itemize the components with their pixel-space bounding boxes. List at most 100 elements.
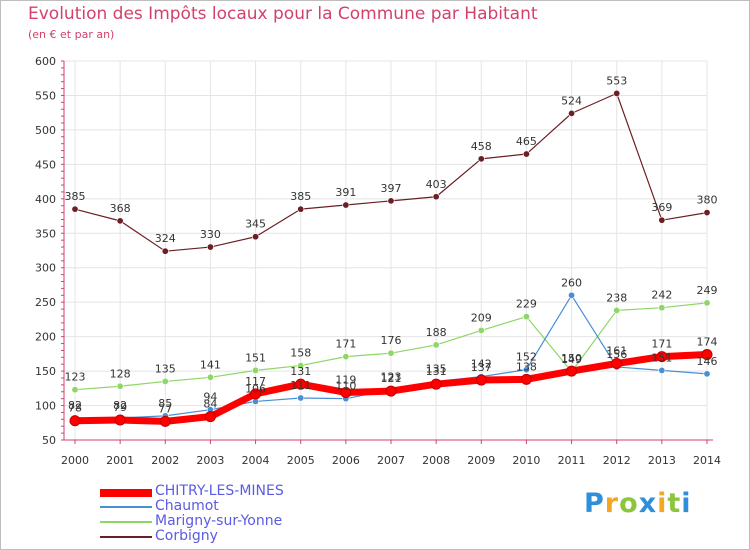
legend-label-corbigny: Corbigny <box>155 528 218 544</box>
data-label-chaumot: 94 <box>203 391 217 404</box>
y-tick-label: 350 <box>35 227 56 240</box>
data-label-chaumot: 156 <box>606 348 627 361</box>
x-tick-label: 2014 <box>693 454 721 467</box>
data-label-marigny-sur-yonne: 123 <box>65 371 86 384</box>
data-point-corbigny <box>252 233 260 241</box>
data-point-chitry-les-mines <box>340 386 352 398</box>
x-tick-label: 2012 <box>603 454 631 467</box>
data-point-chitry-les-mines <box>385 385 397 397</box>
data-label-corbigny: 391 <box>335 186 356 199</box>
data-point-marigny-sur-yonne <box>387 349 395 357</box>
data-point-chitry-les-mines <box>475 374 487 386</box>
data-label-chitry-les-mines: 150 <box>561 352 582 365</box>
data-label-chitry-les-mines: 171 <box>651 338 672 351</box>
data-label-marigny-sur-yonne: 135 <box>155 362 176 375</box>
y-tick-label: 600 <box>35 55 56 68</box>
data-label-marigny-sur-yonne: 188 <box>426 326 447 339</box>
data-point-marigny-sur-yonne <box>342 353 350 361</box>
data-label-corbigny: 368 <box>110 202 131 215</box>
data-label-marigny-sur-yonne: 128 <box>110 367 131 380</box>
data-label-chitry-les-mines: 161 <box>606 345 627 358</box>
data-label-chaumot: 146 <box>697 355 718 368</box>
data-point-chitry-les-mines <box>159 415 171 427</box>
data-label-chaumot: 151 <box>651 351 672 364</box>
data-label-chitry-les-mines: 117 <box>245 375 266 388</box>
data-label-chitry-les-mines: 79 <box>113 401 127 414</box>
data-point-chitry-les-mines <box>656 351 668 363</box>
data-label-marigny-sur-yonne: 158 <box>290 347 311 360</box>
data-label-marigny-sur-yonne: 141 <box>200 358 221 371</box>
data-label-corbigny: 345 <box>245 218 266 231</box>
y-tick-label: 150 <box>35 365 56 378</box>
data-point-chitry-les-mines <box>520 373 532 385</box>
data-label-chaumot: 110 <box>335 380 356 393</box>
legend-label-chitry: CHITRY-LES-MINES <box>155 483 284 499</box>
data-point-chaumot <box>568 291 576 299</box>
y-tick-label: 400 <box>35 193 56 206</box>
y-tick-label: 550 <box>35 89 56 102</box>
data-label-chaumot: 142 <box>471 358 492 371</box>
data-point-marigny-sur-yonne <box>297 362 305 370</box>
data-point-corbigny <box>703 209 711 217</box>
data-point-corbigny <box>116 217 124 225</box>
legend-label-chaumot: Chaumot <box>155 498 219 514</box>
data-point-corbigny <box>432 193 440 201</box>
data-point-chitry-les-mines <box>250 388 262 400</box>
data-label-corbigny: 369 <box>651 201 672 214</box>
legend-swatch-corbigny <box>100 536 152 538</box>
data-point-chitry-les-mines <box>566 365 578 377</box>
data-label-corbigny: 465 <box>516 135 537 148</box>
data-label-marigny-sur-yonne: 249 <box>697 284 718 297</box>
data-point-marigny-sur-yonne <box>658 304 666 312</box>
data-label-chaumot: 82 <box>68 399 82 412</box>
data-point-chaumot <box>703 370 711 378</box>
data-point-corbigny <box>658 216 666 224</box>
x-tick-label: 2010 <box>512 454 540 467</box>
y-tick-label: 250 <box>35 296 56 309</box>
data-point-corbigny <box>206 243 214 251</box>
data-label-chaumot: 111 <box>290 379 311 392</box>
data-label-marigny-sur-yonne: 176 <box>381 334 402 347</box>
chart-subtitle: (en € et par an) <box>28 28 115 41</box>
x-tick-label: 2009 <box>467 454 495 467</box>
x-tick-label: 2007 <box>377 454 405 467</box>
data-point-chaumot <box>297 394 305 402</box>
data-point-corbigny <box>71 205 79 213</box>
data-label-chaumot: 106 <box>245 382 266 395</box>
x-tick-label: 2006 <box>332 454 360 467</box>
legend-swatch-chaumot <box>100 506 152 508</box>
data-point-chitry-les-mines <box>69 415 81 427</box>
data-point-marigny-sur-yonne <box>613 306 621 314</box>
data-label-corbigny: 330 <box>200 228 221 241</box>
data-point-marigny-sur-yonne <box>116 382 124 390</box>
data-label-marigny-sur-yonne: 149 <box>561 353 582 366</box>
data-point-marigny-sur-yonne <box>252 366 260 374</box>
x-tick-label: 2001 <box>106 454 134 467</box>
data-label-chaumot: 85 <box>158 397 172 410</box>
data-point-corbigny <box>613 89 621 97</box>
data-point-chitry-les-mines <box>611 358 623 370</box>
data-point-chitry-les-mines <box>430 378 442 390</box>
y-tick-label: 450 <box>35 158 56 171</box>
data-point-corbigny <box>342 201 350 209</box>
data-point-chitry-les-mines <box>114 414 126 426</box>
x-tick-label: 2008 <box>422 454 450 467</box>
data-label-corbigny: 385 <box>290 190 311 203</box>
x-tick-label: 2002 <box>151 454 179 467</box>
data-point-corbigny <box>387 197 395 205</box>
data-label-chaumot: 152 <box>516 351 537 364</box>
x-tick-label: 2013 <box>648 454 676 467</box>
x-tick-label: 2005 <box>287 454 315 467</box>
legend-swatch-chitry <box>100 489 152 497</box>
data-point-corbigny <box>161 247 169 255</box>
data-label-corbigny: 380 <box>697 194 718 207</box>
data-label-marigny-sur-yonne: 242 <box>651 289 672 302</box>
data-label-corbigny: 397 <box>381 182 402 195</box>
y-tick-label: 100 <box>35 400 56 413</box>
data-label-marigny-sur-yonne: 238 <box>606 291 627 304</box>
data-point-marigny-sur-yonne <box>161 377 169 385</box>
chart-title: Evolution des Impôts locaux pour la Comm… <box>28 4 538 24</box>
x-tick-label: 2003 <box>196 454 224 467</box>
